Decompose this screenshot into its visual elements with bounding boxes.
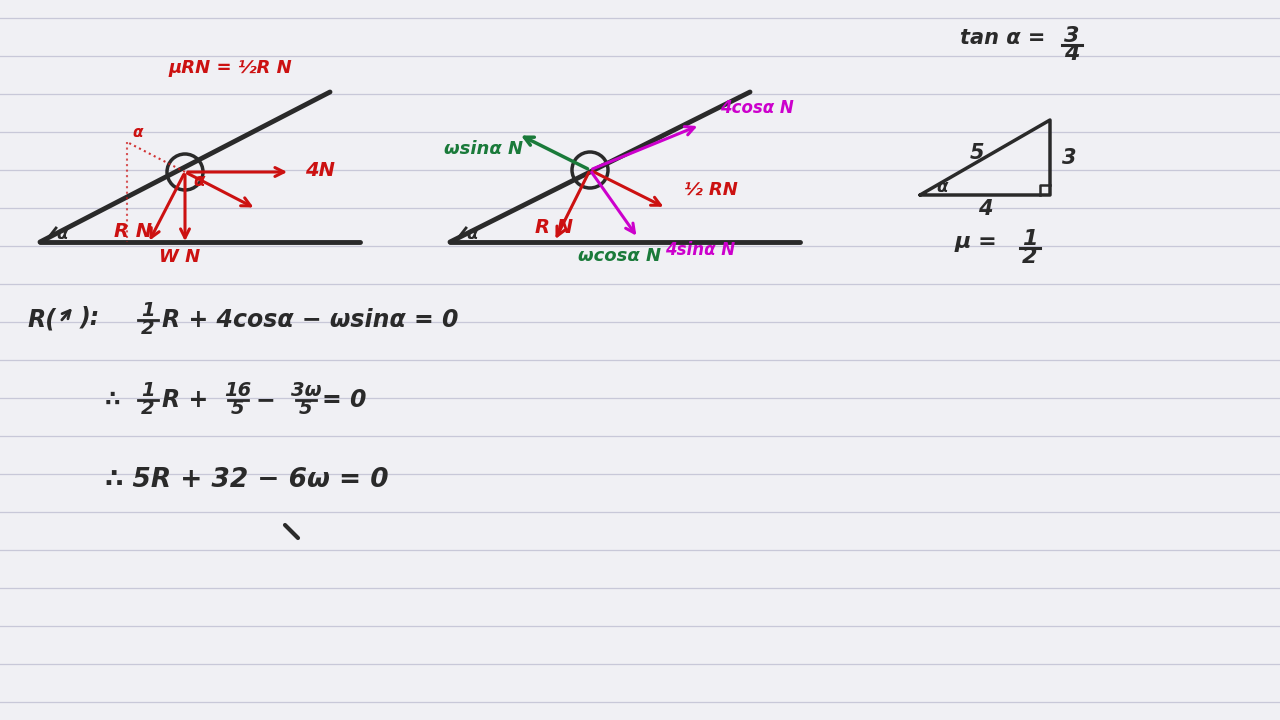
Text: 1: 1 — [141, 302, 155, 320]
Text: R + 4cosα − ωsinα = 0: R + 4cosα − ωsinα = 0 — [163, 308, 458, 332]
Text: 2: 2 — [141, 400, 155, 418]
Text: 4cosα N: 4cosα N — [719, 99, 794, 117]
Text: 4sinα N: 4sinα N — [666, 241, 735, 259]
Text: ∴ 5R + 32 − 6ω = 0: ∴ 5R + 32 − 6ω = 0 — [105, 467, 389, 493]
Text: μRN = ½R N: μRN = ½R N — [168, 59, 292, 77]
Text: ):: ): — [79, 306, 100, 330]
Text: α: α — [132, 125, 142, 140]
Text: μ =: μ = — [955, 232, 997, 252]
Text: 5: 5 — [232, 400, 244, 418]
Text: α: α — [56, 225, 68, 243]
Text: R N: R N — [114, 222, 152, 240]
Text: α: α — [193, 172, 205, 190]
Text: 2: 2 — [1023, 247, 1038, 267]
Text: 5: 5 — [300, 400, 312, 418]
Text: = 0: = 0 — [323, 388, 366, 412]
Text: α: α — [466, 225, 477, 243]
Text: R(: R( — [28, 308, 58, 332]
Text: 4: 4 — [978, 199, 992, 219]
Text: ωsinα N: ωsinα N — [444, 140, 524, 158]
Text: R +: R + — [163, 388, 209, 412]
Text: 3: 3 — [1062, 148, 1076, 168]
Text: −: − — [256, 388, 275, 412]
Text: 5: 5 — [970, 143, 984, 163]
Text: 4N: 4N — [305, 161, 335, 179]
Text: α: α — [936, 178, 947, 196]
Text: tan α =: tan α = — [960, 28, 1046, 48]
Text: ωcosα N: ωcosα N — [579, 247, 662, 265]
Text: 3ω: 3ω — [291, 382, 321, 400]
Text: ∴: ∴ — [105, 390, 120, 410]
Text: 16: 16 — [224, 382, 252, 400]
Text: 1: 1 — [141, 382, 155, 400]
Text: 2: 2 — [141, 320, 155, 338]
Text: 4: 4 — [1064, 44, 1080, 64]
Text: 3: 3 — [1064, 26, 1080, 46]
Text: 1: 1 — [1023, 229, 1038, 249]
Text: W N: W N — [160, 248, 201, 266]
Text: R N: R N — [535, 218, 573, 237]
Text: ½ RN: ½ RN — [684, 181, 737, 199]
